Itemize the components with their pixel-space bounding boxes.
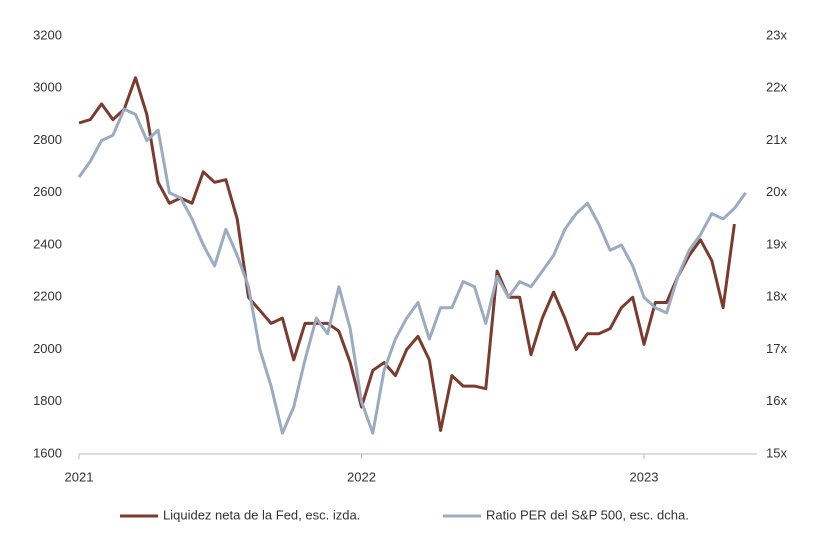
y2-tick-label: 19x — [766, 236, 787, 251]
y-tick-label: 3000 — [33, 80, 62, 95]
y2-tick-label: 20x — [766, 184, 787, 199]
y2-tick-label: 22x — [766, 80, 787, 95]
y2-tick-label: 23x — [766, 27, 787, 42]
series-line — [78, 76, 736, 432]
y-tick-label: 2200 — [33, 289, 62, 304]
legend-label: Ratio PER del S&P 500, esc. dcha. — [486, 507, 689, 522]
x-tick-label: 2021 — [65, 469, 94, 484]
y-tick-label: 2000 — [33, 341, 62, 356]
x-tick-label: 2022 — [347, 469, 376, 484]
y-tick-label: 3200 — [33, 27, 62, 42]
y-tick-label: 2600 — [33, 184, 62, 199]
x-tick-label: 2023 — [630, 469, 659, 484]
series-line — [77, 107, 747, 435]
y2-tick-label: 15x — [766, 445, 787, 460]
y2-tick-label: 16x — [766, 393, 787, 408]
y-tick-label: 1800 — [33, 393, 62, 408]
y-tick-label: 1600 — [33, 445, 62, 460]
legend-label: Liquidez neta de la Fed, esc. izda. — [163, 507, 360, 522]
y2-tick-label: 17x — [766, 341, 787, 356]
y-tick-label: 2800 — [33, 132, 62, 147]
y2-tick-label: 18x — [766, 289, 787, 304]
y2-tick-label: 21x — [766, 132, 787, 147]
y-tick-label: 2400 — [33, 236, 62, 251]
